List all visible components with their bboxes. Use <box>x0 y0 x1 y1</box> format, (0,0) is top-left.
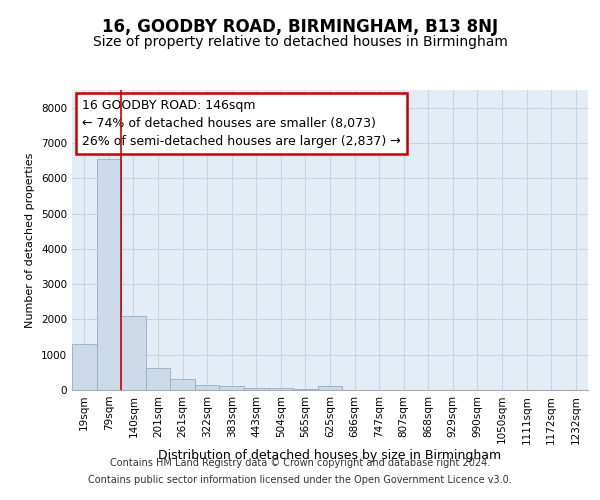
Bar <box>72 344 97 390</box>
Text: 16 GOODBY ROAD: 146sqm
← 74% of detached houses are smaller (8,073)
26% of semi-: 16 GOODBY ROAD: 146sqm ← 74% of detached… <box>82 99 401 148</box>
Bar <box>121 316 146 390</box>
Text: Contains public sector information licensed under the Open Government Licence v3: Contains public sector information licen… <box>88 475 512 485</box>
Bar <box>220 386 244 390</box>
X-axis label: Distribution of detached houses by size in Birmingham: Distribution of detached houses by size … <box>158 449 502 462</box>
Bar <box>97 159 121 390</box>
Bar <box>244 388 269 390</box>
Bar <box>195 386 220 390</box>
Text: Contains HM Land Registry data © Crown copyright and database right 2024.: Contains HM Land Registry data © Crown c… <box>110 458 490 468</box>
Text: 16, GOODBY ROAD, BIRMINGHAM, B13 8NJ: 16, GOODBY ROAD, BIRMINGHAM, B13 8NJ <box>102 18 498 36</box>
Y-axis label: Number of detached properties: Number of detached properties <box>25 152 35 328</box>
Bar <box>170 380 195 390</box>
Bar <box>146 368 170 390</box>
Text: Size of property relative to detached houses in Birmingham: Size of property relative to detached ho… <box>92 35 508 49</box>
Bar <box>318 386 342 390</box>
Bar <box>269 388 293 390</box>
